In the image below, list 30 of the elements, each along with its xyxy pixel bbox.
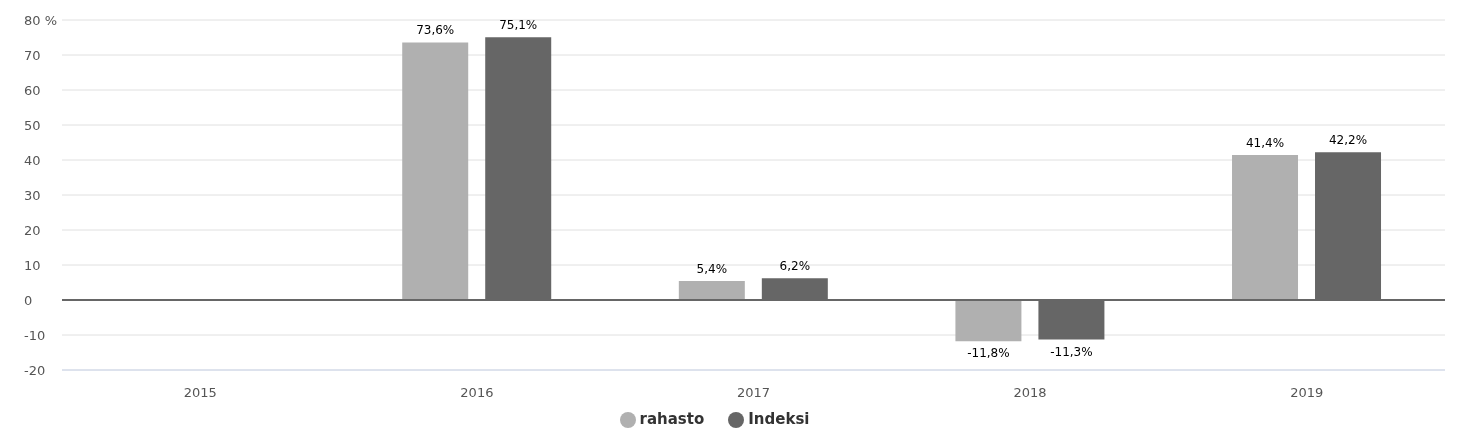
y-tick-label: 20 bbox=[24, 222, 41, 238]
bar bbox=[402, 42, 469, 300]
y-tick-label: -10 bbox=[24, 327, 46, 343]
x-tick-label: 2017 bbox=[736, 385, 771, 401]
y-tick-label: 70 bbox=[24, 47, 41, 63]
data-label: -11,3% bbox=[1050, 344, 1093, 359]
bar bbox=[678, 281, 745, 300]
y-tick-label: -20 bbox=[24, 362, 46, 378]
data-label: 75,1% bbox=[499, 18, 538, 33]
x-tick-label: 2018 bbox=[1013, 385, 1047, 401]
bar bbox=[1232, 155, 1299, 300]
y-tick-label: 60 bbox=[24, 82, 41, 98]
data-label: 42,2% bbox=[1328, 133, 1368, 148]
y-tick-label: 50 bbox=[24, 117, 41, 133]
data-label: -11,8% bbox=[967, 346, 1010, 361]
data-label: 5,4% bbox=[696, 262, 728, 277]
legend-label: Indeksi bbox=[748, 410, 810, 428]
legend-label: rahasto bbox=[639, 410, 705, 428]
x-tick-label: 2015 bbox=[183, 385, 217, 401]
y-tick-label: 80 % bbox=[24, 12, 58, 28]
data-label: 6,2% bbox=[779, 259, 811, 274]
x-tick-label: 2019 bbox=[1290, 385, 1324, 401]
x-tick-label: 2016 bbox=[460, 385, 494, 401]
data-label: 41,4% bbox=[1245, 136, 1285, 151]
data-label: 73,6% bbox=[416, 23, 455, 38]
y-tick-label: 10 bbox=[24, 257, 41, 273]
y-tick-label: 30 bbox=[24, 187, 41, 203]
y-tick-label: 0 bbox=[24, 292, 33, 308]
bar bbox=[955, 300, 1022, 342]
y-tick-label: 40 bbox=[24, 152, 41, 168]
